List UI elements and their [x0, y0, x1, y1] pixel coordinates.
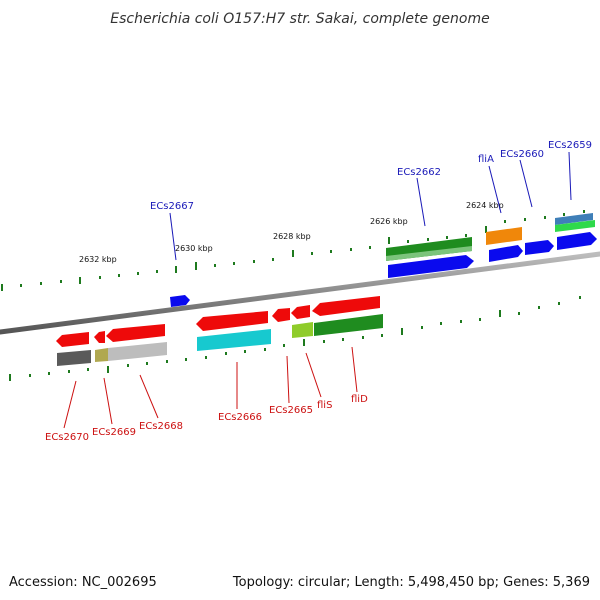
gene-flid-arrow[interactable]	[312, 296, 380, 316]
upper-scale	[1, 210, 585, 291]
gene-ecs2670-block[interactable]	[57, 350, 91, 366]
leader-ecs2669	[103, 377, 113, 425]
gene-ecs2667-arrow[interactable]	[170, 295, 190, 307]
top-gene-labels: ECs2667 ECs2662 fliA ECs2660 ECs2659	[150, 140, 592, 261]
label-ecs2667[interactable]: ECs2667	[150, 201, 194, 212]
label-flid[interactable]: fliD	[351, 394, 368, 405]
gene-ecs2662-highlight	[386, 246, 472, 261]
gene-ecs2662-arrow[interactable]	[388, 255, 474, 278]
label-ecs2670[interactable]: ECs2670	[45, 432, 89, 443]
accession-text: Accession: NC_002695	[9, 575, 157, 590]
lower-scale	[9, 296, 581, 381]
scale-label-2624: 2624 kbp	[466, 201, 504, 210]
scale-label-2632: 2632 kbp	[79, 255, 117, 264]
forward-strand-genes	[170, 213, 597, 307]
map-title: Escherichia coli O157:H7 str. Sakai, com…	[110, 11, 489, 27]
leader-ecs2668	[139, 374, 159, 419]
genome-summary-text: Topology: circular; Length: 5,498,450 bp…	[232, 575, 590, 590]
label-ecs2660[interactable]: ECs2660	[500, 149, 544, 160]
leader-flid	[351, 346, 358, 393]
leader-ecs2660	[519, 159, 533, 208]
leader-ecs2659	[568, 151, 572, 201]
label-ecs2665[interactable]: ECs2665	[269, 405, 313, 416]
scale-labels: 2632 kbp 2630 kbp 2628 kbp 2626 kbp 2624…	[79, 201, 504, 264]
label-ecs2666[interactable]: ECs2666	[218, 412, 262, 423]
scale-label-2630: 2630 kbp	[175, 244, 213, 253]
label-ecs2669[interactable]: ECs2669	[92, 427, 136, 438]
scale-label-2626: 2626 kbp	[370, 217, 408, 226]
gene-ecs2659-arrow[interactable]	[557, 232, 597, 250]
gene-ecs2660-arrow[interactable]	[525, 240, 554, 255]
gene-ecs2659-block-b[interactable]	[555, 220, 595, 232]
reverse-strand-genes	[56, 296, 383, 366]
label-ecs2668[interactable]: ECs2668	[139, 421, 183, 432]
label-flis[interactable]: fliS	[317, 400, 332, 411]
label-ecs2662[interactable]: ECs2662	[397, 167, 441, 178]
gene-ecs2669-arrow[interactable]	[94, 331, 105, 343]
gene-ecs2668-arrow[interactable]	[106, 324, 165, 342]
gene-ecs2666-arrow[interactable]	[196, 311, 268, 331]
leader-ecs2665	[286, 355, 290, 404]
label-ecs2659[interactable]: ECs2659	[548, 140, 592, 151]
bottom-gene-labels: ECs2670 ECs2669 ECs2668 ECs2666 ECs2665 …	[45, 346, 368, 443]
leader-ecs2670	[63, 380, 77, 429]
leader-flia	[488, 165, 502, 214]
genome-backbone	[0, 251, 600, 335]
gene-ecs2659-block-a[interactable]	[555, 213, 593, 225]
leader-ecs2662	[416, 177, 426, 227]
gene-flia-arrow[interactable]	[489, 245, 523, 262]
gene-flis-arrow[interactable]	[291, 305, 310, 319]
gene-ecs2669-block[interactable]	[95, 348, 108, 362]
gene-flid-block[interactable]	[314, 314, 383, 336]
leader-flis	[305, 352, 322, 398]
scale-label-2628: 2628 kbp	[273, 232, 311, 241]
gene-ecs2665-arrow[interactable]	[272, 308, 290, 322]
gene-ecs2666-block[interactable]	[197, 329, 271, 351]
label-flia[interactable]: fliA	[478, 154, 494, 165]
gene-flis-block[interactable]	[292, 322, 313, 338]
gene-ecs2670-arrow[interactable]	[56, 332, 89, 347]
gene-ecs2668-block[interactable]	[108, 342, 167, 361]
gene-flia-block[interactable]	[486, 227, 522, 245]
leader-ecs2667	[169, 212, 177, 261]
